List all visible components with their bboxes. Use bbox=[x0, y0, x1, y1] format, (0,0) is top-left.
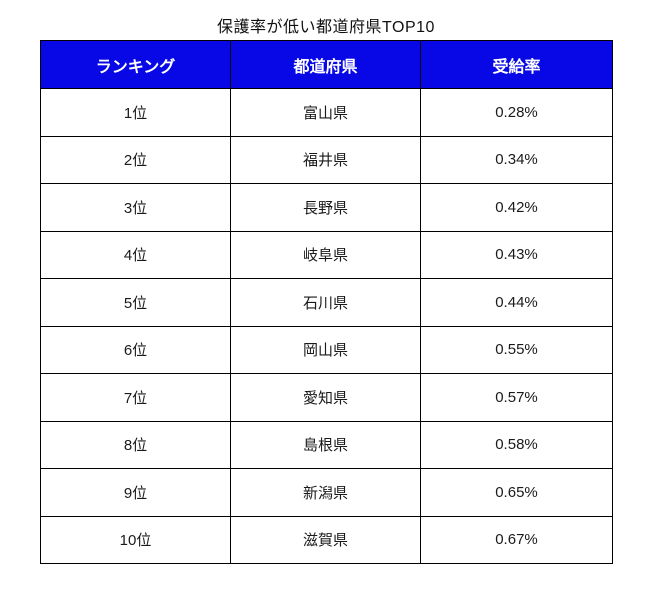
table-row: 5位 石川県 0.44% bbox=[40, 278, 613, 327]
table-row: 4位 岐阜県 0.43% bbox=[40, 230, 613, 279]
prefecture-cell: 愛知県 bbox=[230, 373, 421, 422]
rank-cell: 3位 bbox=[40, 183, 231, 232]
rank-cell: 5位 bbox=[40, 278, 231, 327]
prefecture-cell: 石川県 bbox=[230, 278, 421, 327]
rank-cell: 4位 bbox=[40, 230, 231, 279]
ranking-table: ランキング 都道府県 受給率 1位 富山県 0.28% 2位 福井県 0.34% 3位 長野県… bbox=[40, 40, 613, 564]
rate-cell: 0.58% bbox=[420, 420, 613, 469]
table-body: 1位 富山県 0.28% 2位 福井県 0.34% 3位 長野県 0.42% 4位 岐阜県 0.43%… bbox=[40, 88, 613, 564]
table-row: 2位 福井県 0.34% bbox=[40, 135, 613, 184]
header-cell-rate: 受給率 bbox=[420, 40, 613, 89]
table-row: 9位 新潟県 0.65% bbox=[40, 468, 613, 517]
rank-cell: 1位 bbox=[40, 88, 231, 137]
rate-cell: 0.55% bbox=[420, 325, 613, 374]
page-title: 保護率が低い都道府県TOP10 bbox=[217, 19, 435, 36]
table-row: 6位 岡山県 0.55% bbox=[40, 325, 613, 374]
table-row: 10位 滋賀県 0.67% bbox=[40, 515, 613, 564]
rate-cell: 0.67% bbox=[420, 515, 613, 564]
rate-cell: 0.28% bbox=[420, 88, 613, 137]
rank-cell: 7位 bbox=[40, 373, 231, 422]
rate-cell: 0.42% bbox=[420, 183, 613, 232]
table-header-row: ランキング 都道府県 受給率 bbox=[40, 40, 613, 89]
prefecture-cell: 岡山県 bbox=[230, 325, 421, 374]
rate-cell: 0.57% bbox=[420, 373, 613, 422]
rate-cell: 0.43% bbox=[420, 230, 613, 279]
rank-cell: 10位 bbox=[40, 515, 231, 564]
prefecture-cell: 富山県 bbox=[230, 88, 421, 137]
rank-cell: 8位 bbox=[40, 420, 231, 469]
header-cell-ranking: ランキング bbox=[40, 40, 231, 89]
rank-cell: 6位 bbox=[40, 325, 231, 374]
rate-cell: 0.44% bbox=[420, 278, 613, 327]
prefecture-cell: 福井県 bbox=[230, 135, 421, 184]
table-row: 7位 愛知県 0.57% bbox=[40, 373, 613, 422]
prefecture-cell: 島根県 bbox=[230, 420, 421, 469]
table-row: 1位 富山県 0.28% bbox=[40, 88, 613, 137]
prefecture-cell: 岐阜県 bbox=[230, 230, 421, 279]
rate-cell: 0.65% bbox=[420, 468, 613, 517]
table-row: 3位 長野県 0.42% bbox=[40, 183, 613, 232]
header-cell-prefecture: 都道府県 bbox=[230, 40, 421, 89]
rate-cell: 0.34% bbox=[420, 135, 613, 184]
table-row: 8位 島根県 0.58% bbox=[40, 420, 613, 469]
prefecture-cell: 滋賀県 bbox=[230, 515, 421, 564]
rank-cell: 9位 bbox=[40, 468, 231, 517]
prefecture-cell: 長野県 bbox=[230, 183, 421, 232]
prefecture-cell: 新潟県 bbox=[230, 468, 421, 517]
rank-cell: 2位 bbox=[40, 135, 231, 184]
